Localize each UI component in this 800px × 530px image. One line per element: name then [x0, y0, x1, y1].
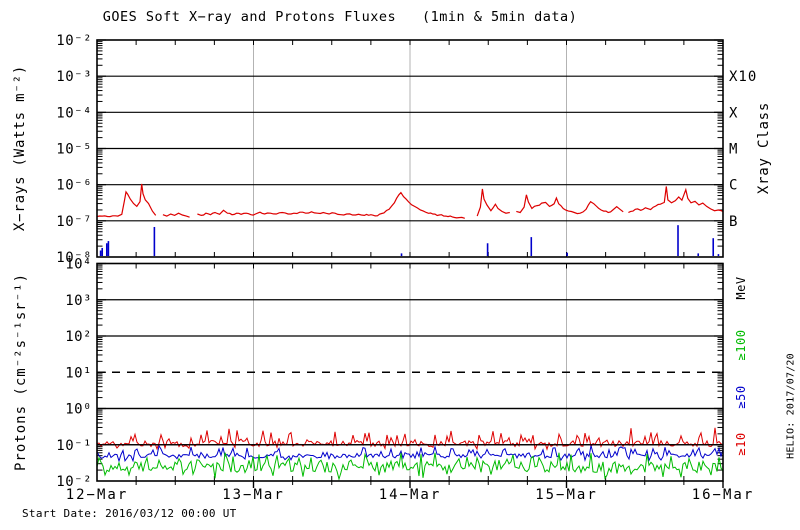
proton-ge100-label: ≥100 [734, 329, 748, 361]
panel-frame [96, 39, 724, 258]
xray-panel [96, 39, 724, 258]
xray-long-series [96, 183, 724, 219]
y-tick-label: 10⁻⁸ [56, 250, 92, 266]
xray-class-label: M [729, 142, 738, 158]
y-tick-label: 10⁻⁴ [56, 105, 92, 121]
xray-class-label: B [729, 214, 738, 230]
xray-class-axis-label: Xray Class [756, 101, 772, 195]
xray-class-label: C [729, 178, 738, 194]
y-tick-label: 10⁻⁷ [56, 214, 92, 230]
y-tick-label: 10² [65, 329, 92, 345]
x-axis-outer-ticks [135, 481, 724, 488]
y-tick-label: 10⁻² [56, 33, 92, 49]
start-date-label: Start Date: 2016/03/12 00:00 UT [22, 507, 237, 520]
mev-axis-label: MeV [734, 276, 748, 300]
proton-series-ge10 [96, 427, 724, 451]
helio-watermark: HELIO: 2017/07/20 [785, 353, 797, 459]
xray-class-label: X [729, 105, 738, 121]
xray-class-label: X10 [729, 69, 757, 85]
proton-series-ge50 [96, 444, 724, 463]
y-tick-label: 10⁻³ [56, 69, 92, 85]
y-tick-label: 10³ [65, 293, 92, 309]
y-tick-label: 10⁴ [65, 257, 92, 273]
y-tick-label: 10⁰ [65, 402, 92, 418]
y-tick-label: 10⁻² [56, 474, 92, 490]
x-tick-label: 16−Mar [692, 487, 755, 503]
chart-title: GOES Soft X−ray and Protons Fluxes (1min… [102, 9, 578, 25]
proton-panel [96, 262, 724, 482]
x-tick-label: 13−Mar [222, 487, 285, 503]
y-tick-label: 10¹ [65, 365, 92, 381]
x-tick-label: 12−Mar [66, 487, 129, 503]
y-tick-label: 10⁻⁵ [56, 142, 92, 158]
xray-y-axis-label: X−rays (Watts m⁻²) [12, 64, 28, 232]
proton-y-axis-label: Protons (cm⁻²s⁻¹sr⁻¹) [13, 272, 29, 472]
x-tick-label: 15−Mar [535, 487, 598, 503]
proton-ge10-label: ≥10 [734, 432, 748, 456]
y-tick-label: 10⁻⁶ [56, 178, 92, 194]
y-tick-label: 10⁻¹ [56, 438, 92, 454]
proton-ge50-label: ≥50 [734, 385, 748, 409]
x-tick-label: 14−Mar [379, 487, 442, 503]
proton-series-ge100 [96, 452, 724, 481]
